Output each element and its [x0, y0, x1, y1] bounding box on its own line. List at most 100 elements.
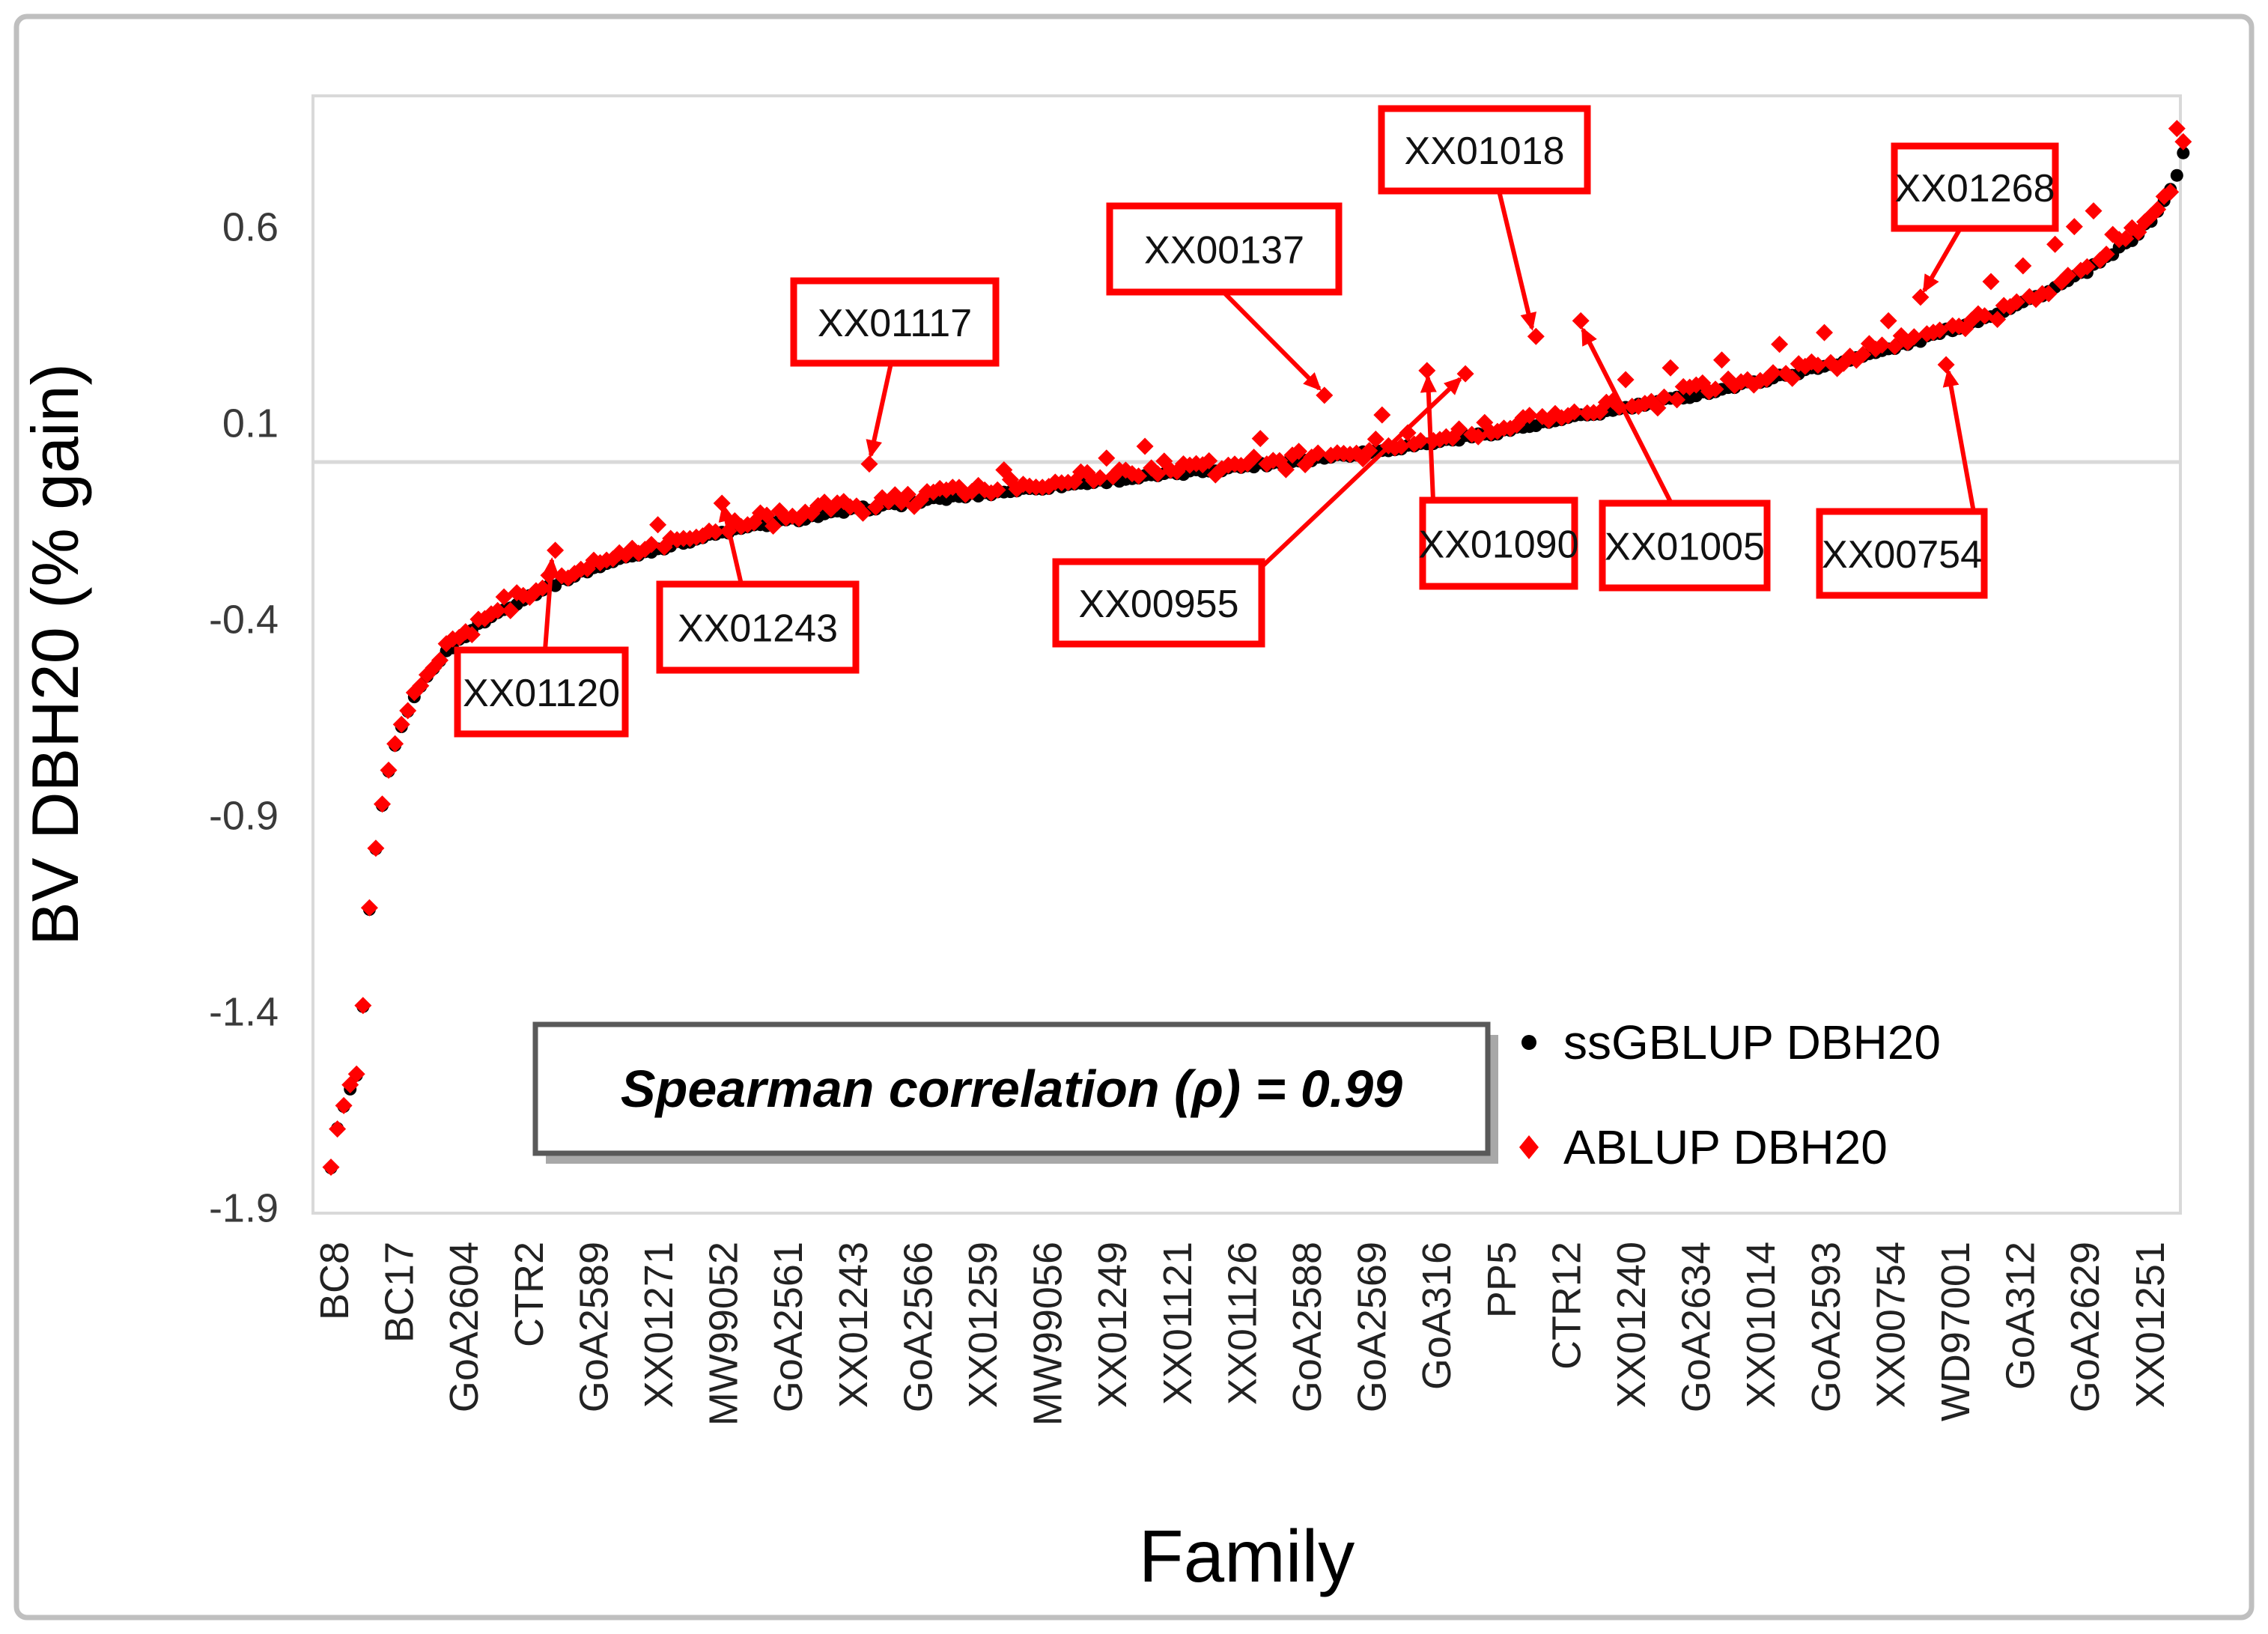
callout-box [454, 646, 629, 738]
correlation-text: Spearman correlation (ρ) = 0.99 [621, 1060, 1402, 1118]
x-tick-label: XX01121 [1155, 1242, 1200, 1405]
ablup-point [1617, 371, 1635, 389]
ssgblup-point [2177, 146, 2190, 160]
correlation-box-bg [532, 1021, 1491, 1156]
ablup-point [1091, 469, 1109, 487]
callout-XX01243: XX01243 [656, 503, 860, 674]
x-axis-title: Family [1139, 1515, 1355, 1597]
ablup-point [649, 516, 667, 534]
ablup-point [1771, 335, 1789, 353]
ablup-point [1879, 312, 1897, 329]
y-tick-label: 0.6 [222, 205, 279, 250]
ablup-point [1290, 443, 1308, 461]
ablup-point [1277, 461, 1295, 479]
ablup-point [386, 735, 404, 753]
legend-label-ablup: ABLUP DBH20 [1563, 1120, 1888, 1174]
ablup-point [2149, 201, 2167, 219]
x-tick-label: GoA2566 [896, 1242, 940, 1412]
callout-leader-line [1942, 368, 1976, 513]
x-tick-label: GoA2561 [766, 1242, 811, 1412]
ablup-point [1873, 336, 1891, 354]
ablup-point [1976, 307, 1993, 325]
ablup-point [367, 839, 385, 857]
ablup-point [2097, 246, 2115, 263]
callout-leader-line [1259, 377, 1462, 570]
callout-label: XX01120 [463, 672, 620, 715]
ablup-points [322, 120, 2192, 1176]
callout-label: XX00137 [1144, 229, 1304, 273]
ablup-point [764, 517, 782, 535]
callout-leader-line [1221, 290, 1322, 391]
ablup-point [1656, 388, 1673, 406]
x-tick-label: GoA2569 [1350, 1242, 1395, 1412]
x-tick-label: GoA2604 [442, 1242, 487, 1412]
x-tick-label: XX01014 [1739, 1242, 1784, 1408]
ablup-point [322, 1158, 340, 1176]
ablup-point [329, 1120, 347, 1138]
ablup-point [2046, 235, 2064, 253]
callout-XX01005: XX01005 [1581, 327, 1771, 592]
y-tick-label: -1.9 [209, 1186, 279, 1231]
callout-leader-line [1581, 327, 1673, 505]
ablup-point [1713, 351, 1730, 369]
callout-label: XX01117 [818, 302, 972, 345]
callout-box [1816, 508, 1988, 599]
legend: ssGBLUP DBH20 ABLUP DBH20 [1519, 1015, 1941, 1174]
x-tick-label: XX01271 [636, 1242, 681, 1408]
x-tick-label: BC8 [312, 1242, 357, 1320]
x-tick-label: PP5 [1480, 1242, 1524, 1318]
callout-leader-line [542, 557, 559, 651]
ablup-point [854, 504, 872, 522]
ablup-point [2059, 267, 2077, 285]
ablup-point [988, 481, 1006, 499]
ablup-point [1809, 356, 1827, 374]
ablup-point [1726, 377, 1744, 395]
x-tick-label: XX01249 [1090, 1242, 1135, 1408]
legend-marker-ssgblup [1521, 1035, 1536, 1050]
ablup-point [489, 601, 507, 619]
x-tick-label: CTR12 [1544, 1242, 1589, 1370]
ablup-point [1136, 437, 1154, 455]
callout-box [1891, 142, 2059, 232]
callout-label: XX01243 [678, 607, 838, 651]
ablup-point [431, 652, 449, 669]
callout-box [656, 580, 860, 674]
ablup-point [1251, 430, 1269, 448]
y-axis-tick-labels: 0.6 0.1 -0.4 -0.9 -1.4 -1.9 [209, 205, 279, 1231]
ablup-point [1816, 324, 1833, 341]
x-tick-label: XX00754 [1868, 1242, 1913, 1408]
x-tick-label: XX01251 [2128, 1242, 2173, 1408]
x-tick-label: MW99056 [1026, 1242, 1071, 1426]
ablup-point [899, 485, 916, 503]
ablup-point [347, 1065, 365, 1083]
callout-XX00955: XX00955 [1052, 377, 1462, 648]
ablup-point [1200, 452, 1218, 470]
ablup-point [2014, 257, 2032, 275]
callout-XX01117: XX01117 [790, 277, 1000, 458]
ablup-point [463, 626, 481, 643]
legend-marker-ablup [1519, 1135, 1539, 1159]
ablup-point [1149, 465, 1167, 483]
callout-box [790, 277, 1000, 367]
callout-XX00754: XX00754 [1816, 368, 1988, 599]
ablup-point [354, 997, 372, 1015]
ablup-point [2078, 258, 2096, 276]
ablup-point [1373, 406, 1391, 424]
ablup-point [2174, 133, 2192, 151]
x-tick-label: WD97001 [1933, 1242, 1978, 1421]
ablup-point [1572, 312, 1590, 329]
callout-box [1378, 105, 1591, 195]
ablup-point [1784, 369, 1802, 387]
ablup-point [495, 588, 513, 606]
callout-leader-line [866, 362, 893, 458]
ablup-point [1245, 449, 1263, 467]
x-tick-label: GoA2593 [1804, 1242, 1849, 1412]
ablup-point [1527, 327, 1545, 345]
x-tick-label: GoA2589 [571, 1242, 616, 1412]
callout-XX01090: XX01090 [1419, 374, 1578, 590]
x-axis-tick-labels: BC8 BC17 GoA2604 CTR2 GoA2589 XX01271 MW99052 G… [312, 1242, 2173, 1426]
ablup-point [1854, 345, 1872, 363]
ablup-point [1764, 364, 1782, 382]
ablup-point [2065, 218, 2083, 236]
